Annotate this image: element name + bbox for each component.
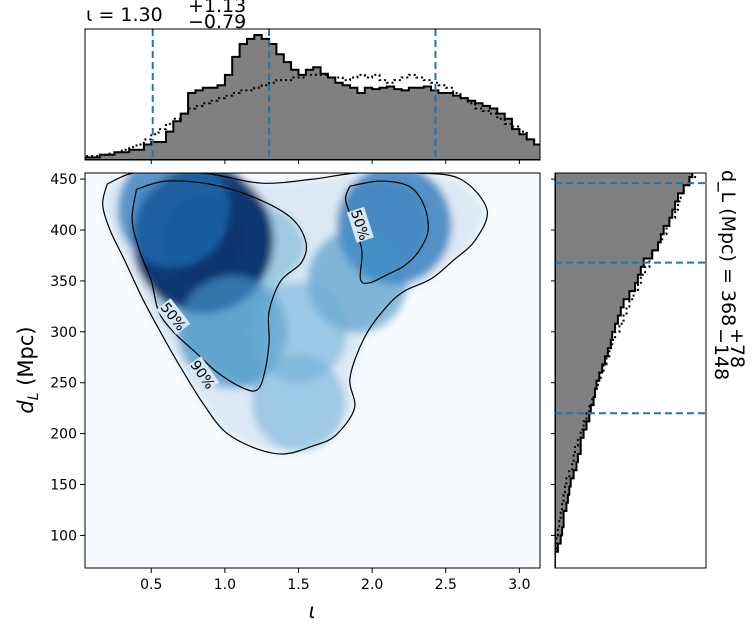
y-tick-label: 300 — [50, 325, 77, 341]
y-tick-label: 100 — [50, 528, 77, 544]
right-title-superscript: +78 — [726, 328, 748, 368]
x-tick-label: 0.5 — [140, 577, 162, 593]
x-tick-label: 2.0 — [361, 577, 383, 593]
right-marginal-histogram: d_L (Mpc) = 368 +78 −148 — [551, 170, 748, 569]
y-tick-label: 150 — [50, 478, 77, 494]
top-title-subscript: −0.79 — [188, 11, 246, 33]
y-tick-label: 450 — [50, 172, 77, 188]
right-prior-histogram — [555, 173, 697, 568]
x-tick-label: 1.0 — [214, 577, 236, 593]
x-axis-label: ι — [308, 599, 315, 623]
y-tick-label: 200 — [50, 427, 77, 443]
density-peak — [251, 354, 346, 452]
contour-label-background — [186, 356, 220, 393]
top-title-superscript: +1.13 — [188, 0, 246, 17]
y-tick-label: 400 — [50, 223, 77, 239]
density-peak — [117, 173, 230, 268]
top-prior-histogram — [85, 73, 540, 160]
y-axis-label: dL (Mpc) — [14, 326, 42, 413]
right-panel-title: d_L (Mpc) = 368 +78 −148 — [710, 170, 748, 380]
contour-label-background — [346, 206, 374, 243]
y-tick-label: 350 — [50, 274, 77, 290]
contour-50-1 — [131, 180, 308, 392]
contour-label-background — [156, 298, 191, 335]
x-tick-label: 2.5 — [435, 577, 457, 593]
joint-density-panel: 50%90%50% 0.5 1.0 1.5 2.0 2.5 3.0 10015020025… — [14, 172, 541, 623]
right-title-subscript: −148 — [710, 328, 732, 380]
top-marginal-histogram: ι = 1.30 +1.13 −0.79 — [84, 0, 541, 164]
x-tick-label: 1.5 — [287, 577, 309, 593]
svg-text:d_L (Mpc) = 368: d_L (Mpc) = 368 — [717, 170, 739, 326]
x-tick-label: 3.0 — [508, 577, 530, 593]
contour-90-0 — [102, 173, 489, 455]
top-panel-title: ι = 1.30 — [86, 4, 163, 26]
y-tick-label: 250 — [50, 376, 77, 392]
density-peak — [249, 281, 348, 383]
